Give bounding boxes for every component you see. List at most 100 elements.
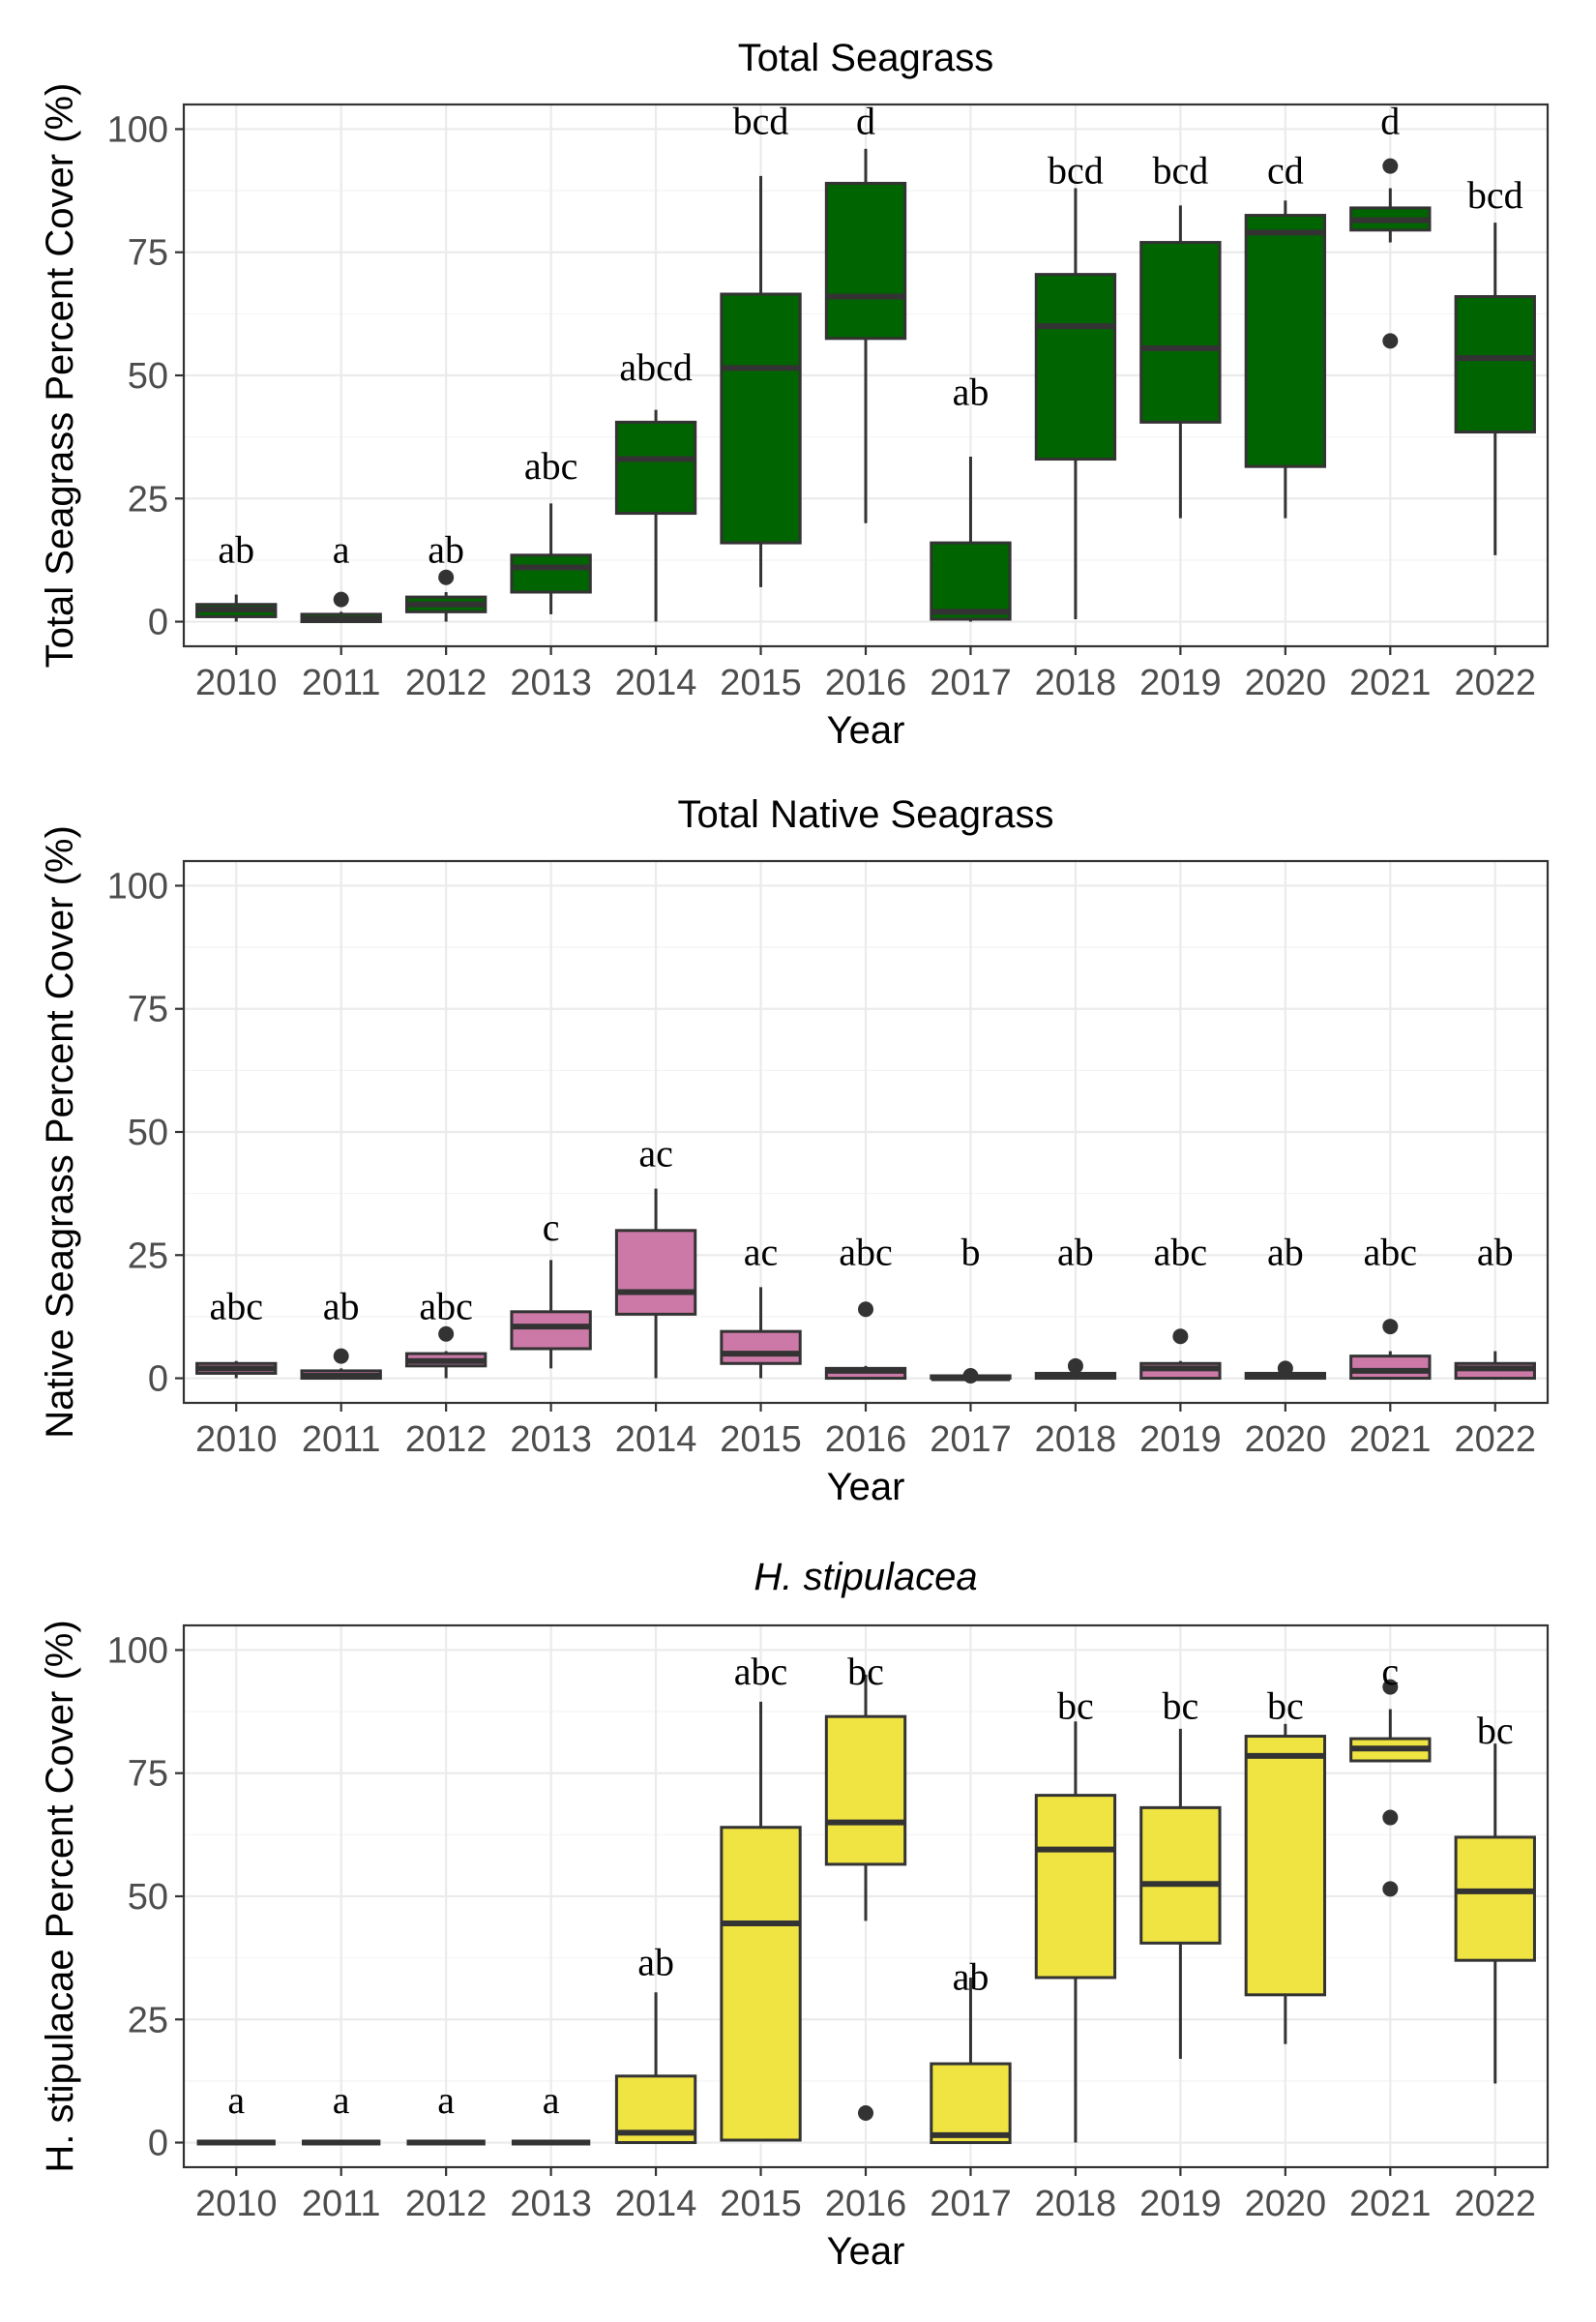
x-tick-label: 2013 (510, 663, 592, 703)
x-tick-label: 2016 (825, 663, 907, 703)
box-2016 (824, 1674, 907, 2121)
significance-label: a (227, 2078, 245, 2122)
significance-label: bcd (1153, 148, 1209, 192)
x-axis-title: Year (827, 2230, 905, 2273)
x-tick-label: 2018 (1035, 2184, 1117, 2224)
iqr-box (930, 2062, 1012, 2145)
significance-label: a (333, 527, 350, 571)
box-2021 (1349, 1319, 1432, 1381)
y-tick-label: 75 (128, 233, 168, 274)
significance-label: ab (637, 1940, 674, 1983)
outlier-point (1382, 333, 1399, 349)
box-2012 (404, 569, 488, 622)
significance-label: bc (1163, 1684, 1199, 1728)
iqr-box (510, 1310, 592, 1351)
x-tick-label: 2016 (825, 2184, 907, 2224)
x-tick-label: 2011 (302, 2184, 381, 2224)
panel-title: H. stipulacea (754, 1556, 977, 1598)
outlier-point (333, 1348, 349, 1364)
x-tick-label: 2021 (1349, 2184, 1432, 2224)
significance-label: c (543, 1206, 560, 1249)
box-2015 (720, 1701, 802, 2142)
native-seagrass-panel: Total Native Seagrass Native Seagrass Pe… (39, 793, 1550, 1508)
box-2017 (930, 1978, 1012, 2145)
y-tick-label: 100 (107, 866, 168, 907)
y-tick-label: 75 (128, 990, 168, 1030)
plot-area: ab a ab abc abcd bcd d ab bcd bcd cd d bcd (182, 100, 1550, 648)
significance-label: ab (323, 1284, 360, 1327)
x-tick-label: 2019 (1139, 663, 1222, 703)
significance-label: ab (428, 527, 464, 571)
box-2018 (1034, 1721, 1117, 2143)
iqr-box (824, 181, 907, 341)
x-tick-label: 2015 (720, 1419, 802, 1460)
significance-label: ac (744, 1230, 779, 1273)
significance-label: bcd (1467, 173, 1523, 217)
y-tick-label: 0 (148, 2124, 168, 2164)
significance-label: ab (1267, 1230, 1304, 1273)
h-stipulacea-panel: H. stipulacea H. stipulacae Percent Cove… (39, 1556, 1550, 2273)
box-2019 (1139, 205, 1222, 519)
significance-label: bc (1477, 1709, 1514, 1752)
box-2018 (1034, 188, 1117, 619)
x-tick-label: 2019 (1139, 1419, 1222, 1460)
x-tick-label: 2020 (1245, 1419, 1327, 1460)
x-tick-label: 2011 (302, 1419, 381, 1460)
x-tick-label: 2016 (825, 1419, 907, 1460)
x-axis: 2010 2011 2012 2013 2014 2015 2016 2017 2018 2019… (195, 646, 1536, 703)
x-tick-label: 2014 (615, 1419, 697, 1460)
iqr-box (720, 1826, 802, 2142)
outlier-point (438, 1325, 455, 1342)
x-tick-label: 2015 (720, 2184, 802, 2224)
box-2014 (614, 1188, 697, 1379)
box-2017 (930, 1368, 1012, 1384)
significance-label: abc (839, 1230, 893, 1273)
significance-label: ab (953, 1955, 990, 1999)
iqr-box (1454, 1835, 1536, 1962)
x-tick-label: 2010 (195, 2184, 278, 2224)
x-tick-label: 2012 (405, 1419, 488, 1460)
x-tick-label: 2015 (720, 663, 802, 703)
y-tick-label: 50 (128, 356, 168, 397)
significance-label: abc (734, 1650, 788, 1693)
box-2016 (824, 148, 907, 523)
y-tick-label: 100 (107, 109, 168, 150)
significance-label: ab (1057, 1230, 1094, 1273)
outlier-point (1382, 1881, 1399, 1897)
y-tick-label: 50 (128, 1877, 168, 1918)
iqr-box (720, 1329, 802, 1365)
box-2020 (1244, 1723, 1327, 2044)
x-tick-label: 2017 (930, 1419, 1012, 1460)
outlier-point (1382, 158, 1399, 174)
x-tick-label: 2013 (510, 2184, 592, 2224)
significance-label: a (333, 2078, 350, 2122)
iqr-box (824, 1714, 907, 1866)
x-tick-label: 2019 (1139, 2184, 1222, 2224)
box-2022 (1454, 1351, 1536, 1381)
x-tick-label: 2011 (302, 663, 381, 703)
significance-label: ab (1477, 1230, 1514, 1273)
significance-label: abc (419, 1284, 473, 1327)
significance-label: c (1381, 1650, 1399, 1693)
outlier-point (333, 591, 349, 608)
y-tick-label: 100 (107, 1630, 168, 1671)
significance-label: abc (209, 1284, 263, 1327)
y-axis-title: H. stipulacae Percent Cover (%) (39, 1620, 81, 2172)
box-2014 (614, 1992, 697, 2145)
box-2011 (300, 1348, 382, 1381)
iqr-box (1034, 1794, 1117, 1980)
y-axis-title: Native Seagrass Percent Cover (%) (39, 825, 81, 1439)
x-tick-label: 2012 (405, 663, 488, 703)
iqr-box (1139, 1805, 1222, 1945)
box-2017 (930, 457, 1012, 622)
x-tick-label: 2020 (1245, 2184, 1327, 2224)
outlier-point (438, 569, 455, 585)
outlier-point (858, 2105, 873, 2121)
significance-label: ab (218, 527, 254, 571)
x-tick-label: 2010 (195, 663, 278, 703)
significance-label: d (856, 100, 875, 143)
significance-label: ab (953, 371, 990, 414)
significance-label: a (437, 2078, 455, 2122)
x-tick-label: 2021 (1349, 1419, 1432, 1460)
